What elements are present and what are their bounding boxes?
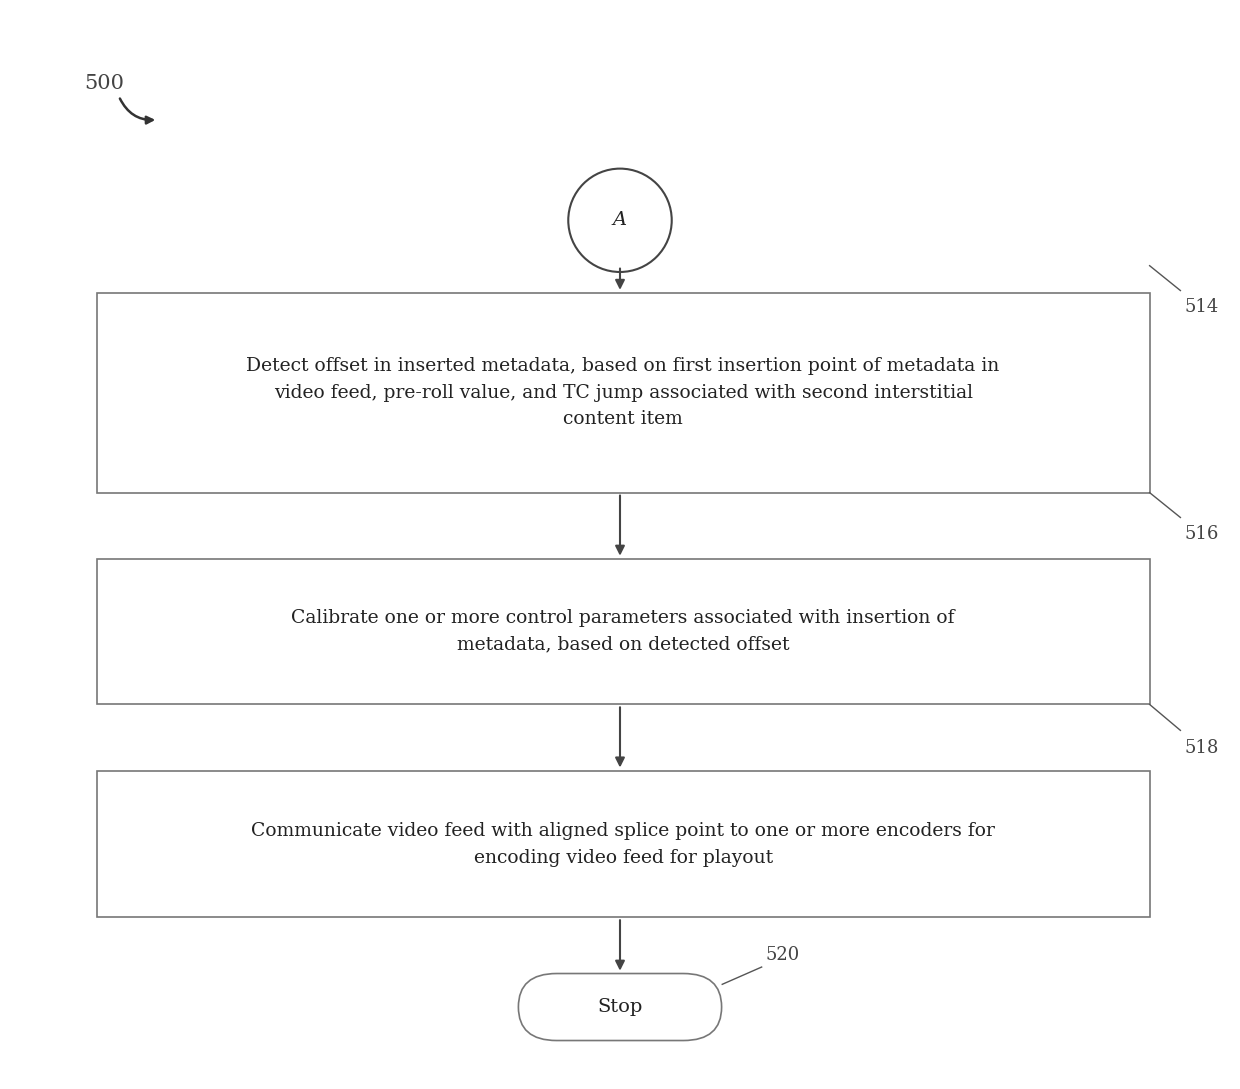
Text: 516: 516 xyxy=(1184,525,1219,543)
Text: 520: 520 xyxy=(765,946,800,964)
Text: Calibrate one or more control parameters associated with insertion of
metadata, : Calibrate one or more control parameters… xyxy=(291,609,955,653)
Text: 518: 518 xyxy=(1184,739,1219,757)
FancyBboxPatch shape xyxy=(97,771,1149,917)
Text: Detect offset in inserted metadata, based on first insertion point of metadata i: Detect offset in inserted metadata, base… xyxy=(247,357,999,428)
Text: Communicate video feed with aligned splice point to one or more encoders for
enc: Communicate video feed with aligned spli… xyxy=(252,822,994,867)
Text: A: A xyxy=(613,211,627,230)
Text: Stop: Stop xyxy=(598,998,642,1016)
Text: 514: 514 xyxy=(1184,298,1219,316)
FancyBboxPatch shape xyxy=(518,974,722,1040)
FancyBboxPatch shape xyxy=(97,559,1149,705)
Text: 500: 500 xyxy=(84,74,124,94)
FancyBboxPatch shape xyxy=(97,293,1149,492)
